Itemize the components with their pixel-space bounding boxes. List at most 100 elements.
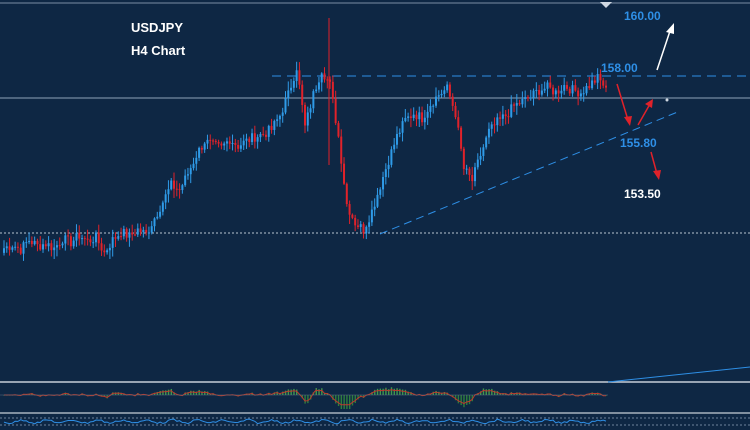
candle [223, 141, 226, 151]
candle-body [295, 70, 298, 81]
candle-body [228, 141, 231, 144]
candle-body [345, 183, 348, 205]
macd-bar [165, 390, 167, 395]
candle-body [404, 117, 407, 122]
candle [365, 225, 368, 240]
candle-body [535, 89, 538, 91]
candle [462, 146, 465, 176]
candle-body [440, 93, 443, 96]
candle-body [365, 226, 368, 234]
macd-bar [273, 392, 276, 395]
candle [577, 87, 580, 106]
candle-body [253, 133, 256, 142]
macd-bar [290, 389, 292, 395]
candle [47, 236, 50, 252]
candle [309, 104, 312, 119]
macd-bar [482, 388, 485, 395]
candle [563, 77, 566, 95]
candle [557, 85, 560, 102]
macd-bar [460, 395, 462, 406]
candle [443, 86, 446, 98]
candle-body [270, 125, 273, 130]
candle [161, 200, 164, 216]
candle [81, 234, 84, 245]
candle [574, 79, 577, 92]
candle [446, 81, 449, 93]
candle [315, 85, 318, 94]
candle-body [563, 85, 566, 91]
macd-bar [198, 389, 200, 395]
oscillator-line [3, 418, 607, 425]
candle [585, 83, 588, 96]
candle-body [552, 87, 555, 95]
macd-bar [488, 389, 490, 395]
candle-body [398, 132, 401, 134]
candle [25, 237, 28, 248]
candle-body [86, 238, 89, 240]
candle-body [485, 137, 488, 148]
candle [175, 180, 178, 197]
macd-bar [491, 388, 493, 395]
candle-body [203, 143, 206, 150]
candle-body [11, 247, 14, 250]
candle-body [67, 235, 70, 237]
candle [513, 102, 516, 113]
candle [181, 183, 184, 194]
macd-bar [382, 388, 384, 395]
candle [599, 69, 602, 90]
candle [368, 215, 371, 234]
candle-body [446, 84, 449, 91]
candle [231, 134, 234, 151]
candle-body [25, 242, 28, 244]
candle [487, 122, 490, 144]
candle-body [471, 174, 474, 182]
macd-bar [284, 390, 287, 395]
candle [343, 157, 346, 185]
macd-bar [106, 395, 108, 399]
candle [225, 137, 228, 152]
candle [270, 118, 273, 134]
candle-body [262, 134, 265, 136]
candle-body [390, 149, 393, 165]
candle-body [69, 236, 72, 247]
candle-body [3, 248, 5, 253]
candle-body [195, 157, 198, 164]
candle-body [331, 81, 334, 99]
candle-body [387, 164, 390, 170]
candle-body [526, 97, 529, 99]
candle [560, 85, 563, 99]
candle-body [53, 247, 56, 251]
candle-body [320, 73, 323, 83]
level-label-153-50: 153.50 [624, 187, 661, 201]
candle-body [504, 114, 507, 117]
macd-bar [206, 391, 209, 395]
candle [276, 114, 279, 127]
macd-bar [385, 387, 387, 395]
candle-body [217, 142, 220, 144]
macd-bar [454, 395, 457, 401]
candle [398, 128, 401, 138]
candle-body [287, 90, 290, 99]
candle-body [585, 85, 588, 94]
candle-body [529, 97, 532, 99]
candle [273, 119, 276, 136]
candle [75, 224, 78, 247]
macd-bar [393, 388, 395, 395]
candle [507, 109, 510, 124]
candle [125, 227, 128, 242]
candle [348, 200, 351, 224]
candle [326, 76, 329, 89]
candle-body [150, 226, 153, 233]
candle-body [184, 175, 187, 186]
candle-body [64, 235, 67, 244]
candle-body [97, 232, 100, 244]
candle-body [156, 216, 159, 219]
small-marker [665, 98, 669, 102]
candle-body [457, 117, 460, 128]
candle [295, 61, 298, 88]
candle [373, 198, 376, 217]
candle-body [81, 238, 84, 240]
candle [142, 226, 145, 238]
candle [69, 232, 72, 251]
candle-body [120, 236, 123, 238]
